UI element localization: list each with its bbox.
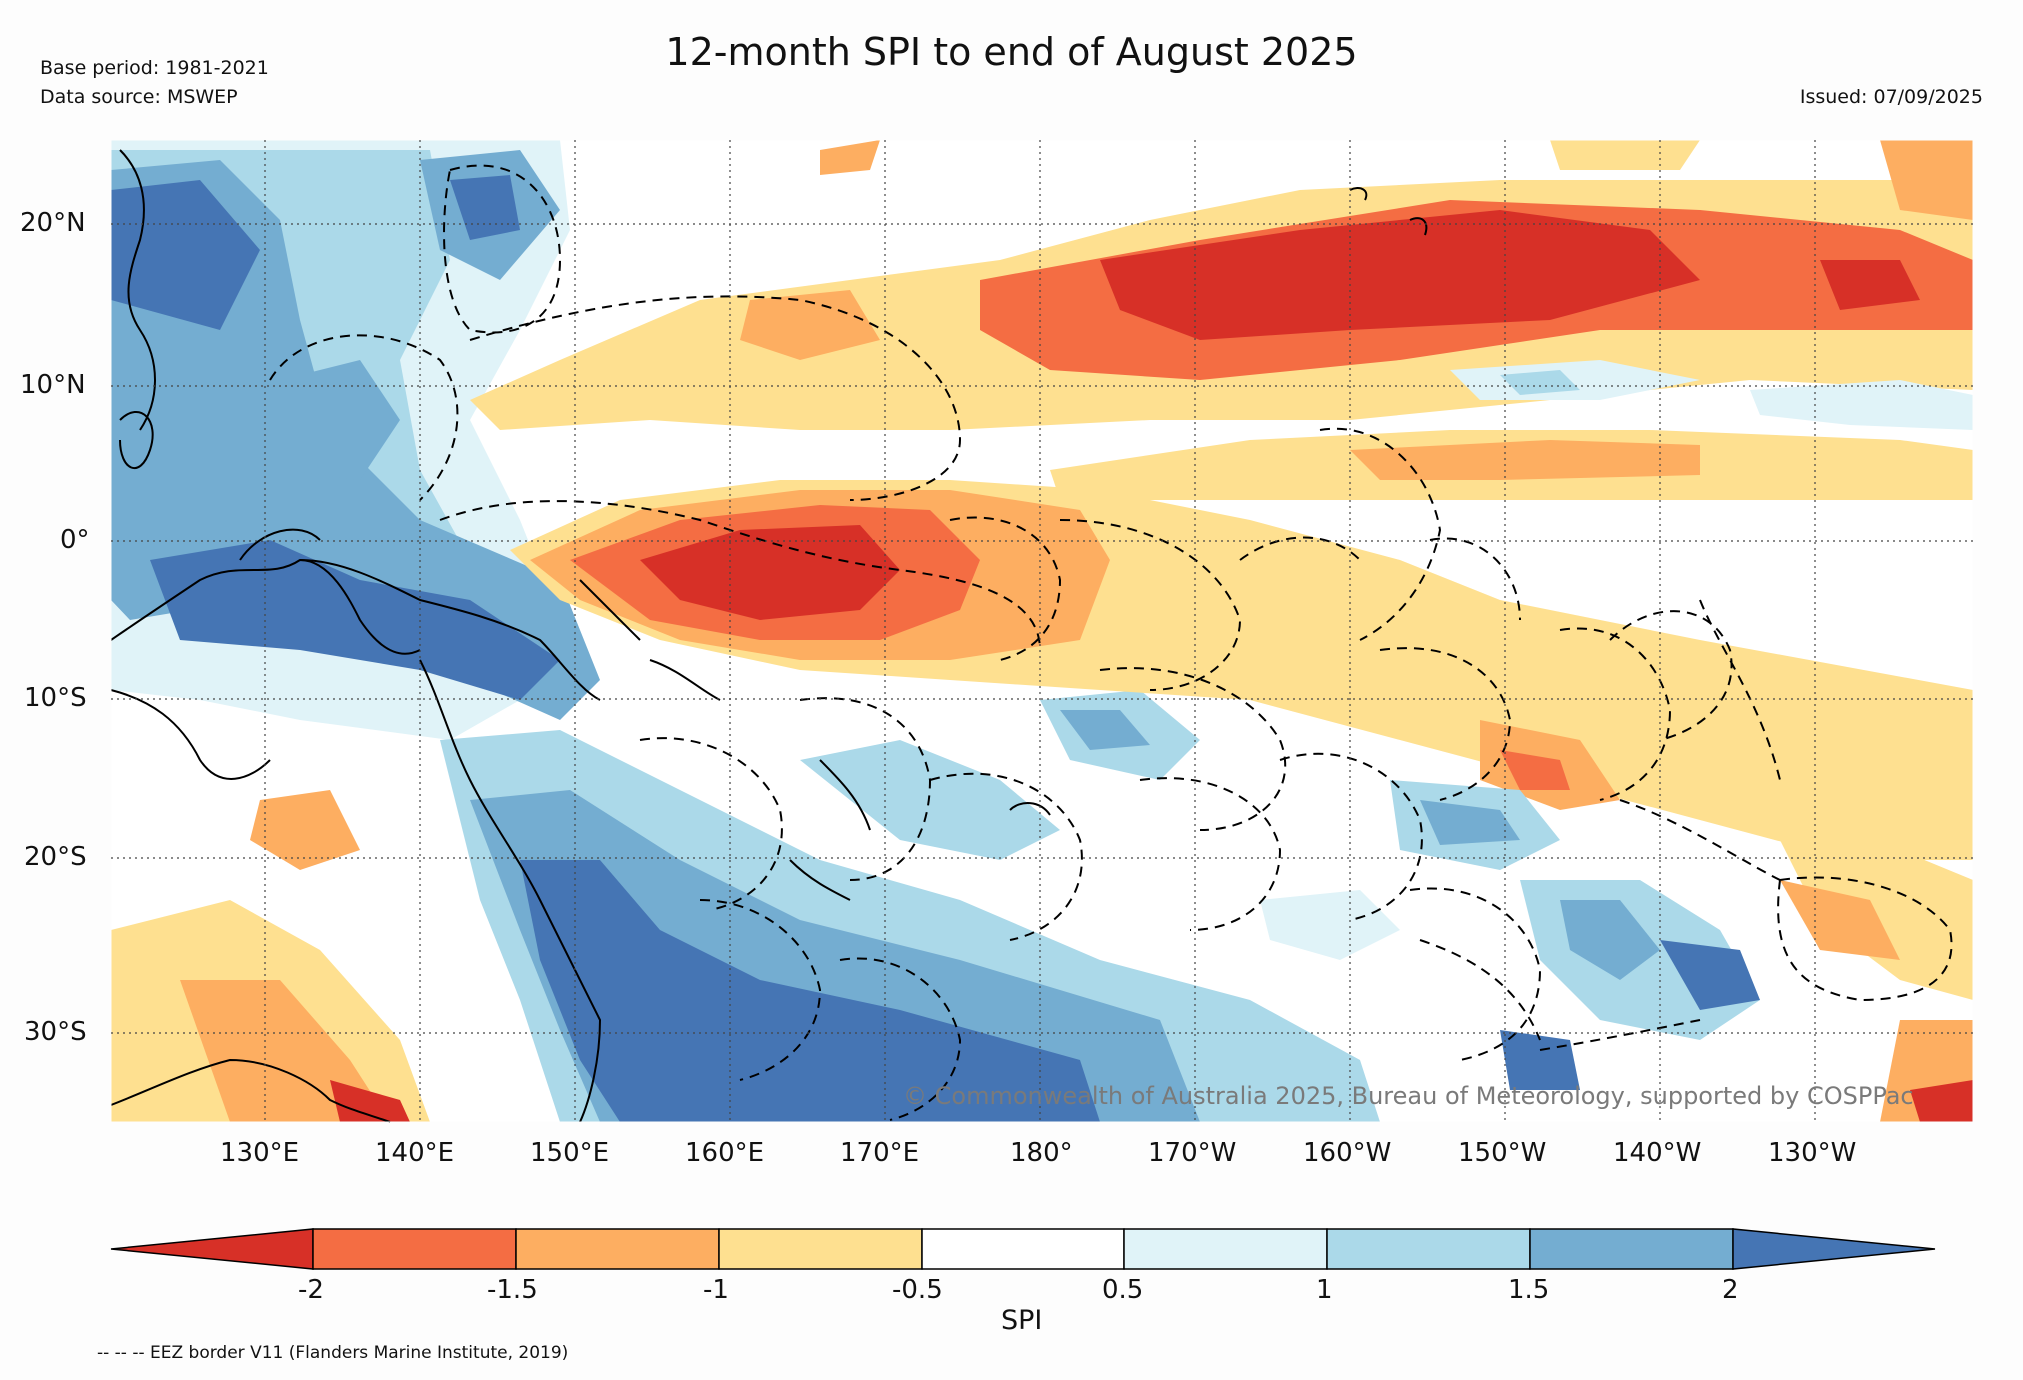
colorbar — [110, 1228, 1936, 1270]
chart-title: 12-month SPI to end of August 2025 — [665, 30, 1358, 74]
lat-tick: 10°S — [24, 683, 87, 713]
lon-tick: 160°E — [685, 1138, 765, 1168]
colorbar-extend-high — [1732, 1228, 1936, 1270]
colorbar-tick: -0.5 — [892, 1275, 943, 1305]
lon-tick: 180° — [1010, 1138, 1073, 1168]
lon-tick: 170°W — [1148, 1138, 1237, 1168]
lon-tick: 130°W — [1768, 1138, 1857, 1168]
copyright-notice: © Commonwealth of Australia 2025, Bureau… — [903, 1082, 1914, 1110]
eez-borders — [269, 164, 1953, 1121]
lat-tick: 20°N — [20, 208, 86, 238]
colorbar-segment — [1123, 1228, 1328, 1270]
colorbar-segment — [921, 1228, 1125, 1270]
colorbar-tick: 2 — [1722, 1275, 1739, 1305]
colorbar-tick: 1 — [1316, 1275, 1333, 1305]
colorbar-tick: -1.5 — [487, 1275, 538, 1305]
lat-tick: 10°N — [20, 370, 86, 400]
spi-field — [111, 140, 1973, 1122]
lon-tick: 130°E — [220, 1138, 300, 1168]
lon-tick: 150°W — [1458, 1138, 1547, 1168]
lon-tick: 140°E — [375, 1138, 455, 1168]
colorbar-segment — [515, 1228, 720, 1270]
issued-date: Issued: 07/09/2025 — [1799, 86, 1983, 108]
colorbar-segment — [312, 1228, 517, 1270]
eez-legend-note: -- -- -- EEZ border V11 (Flanders Marine… — [97, 1343, 569, 1363]
base-period: Base period: 1981-2021 — [40, 57, 269, 79]
colorbar-tick: -2 — [298, 1275, 324, 1305]
lon-tick: 140°W — [1613, 1138, 1702, 1168]
colorbar-label: SPI — [1001, 1305, 1043, 1336]
graticule — [111, 140, 1973, 1122]
data-source: Data source: MSWEP — [40, 86, 238, 108]
colorbar-tick: 0.5 — [1102, 1275, 1144, 1305]
colorbar-segment — [1326, 1228, 1531, 1270]
lon-tick: 160°W — [1303, 1138, 1392, 1168]
coastlines — [110, 149, 1428, 1123]
colorbar-tick: -1 — [703, 1275, 729, 1305]
lat-tick: 0° — [60, 525, 90, 555]
colorbar-tick: 1.5 — [1508, 1275, 1550, 1305]
lon-tick: 170°E — [840, 1138, 920, 1168]
lat-tick: 20°S — [24, 842, 87, 872]
colorbar-segment — [1529, 1228, 1734, 1270]
lat-tick: 30°S — [24, 1017, 87, 1047]
lon-tick: 150°E — [530, 1138, 610, 1168]
colorbar-extend-low — [110, 1228, 314, 1270]
colorbar-segment — [718, 1228, 923, 1270]
